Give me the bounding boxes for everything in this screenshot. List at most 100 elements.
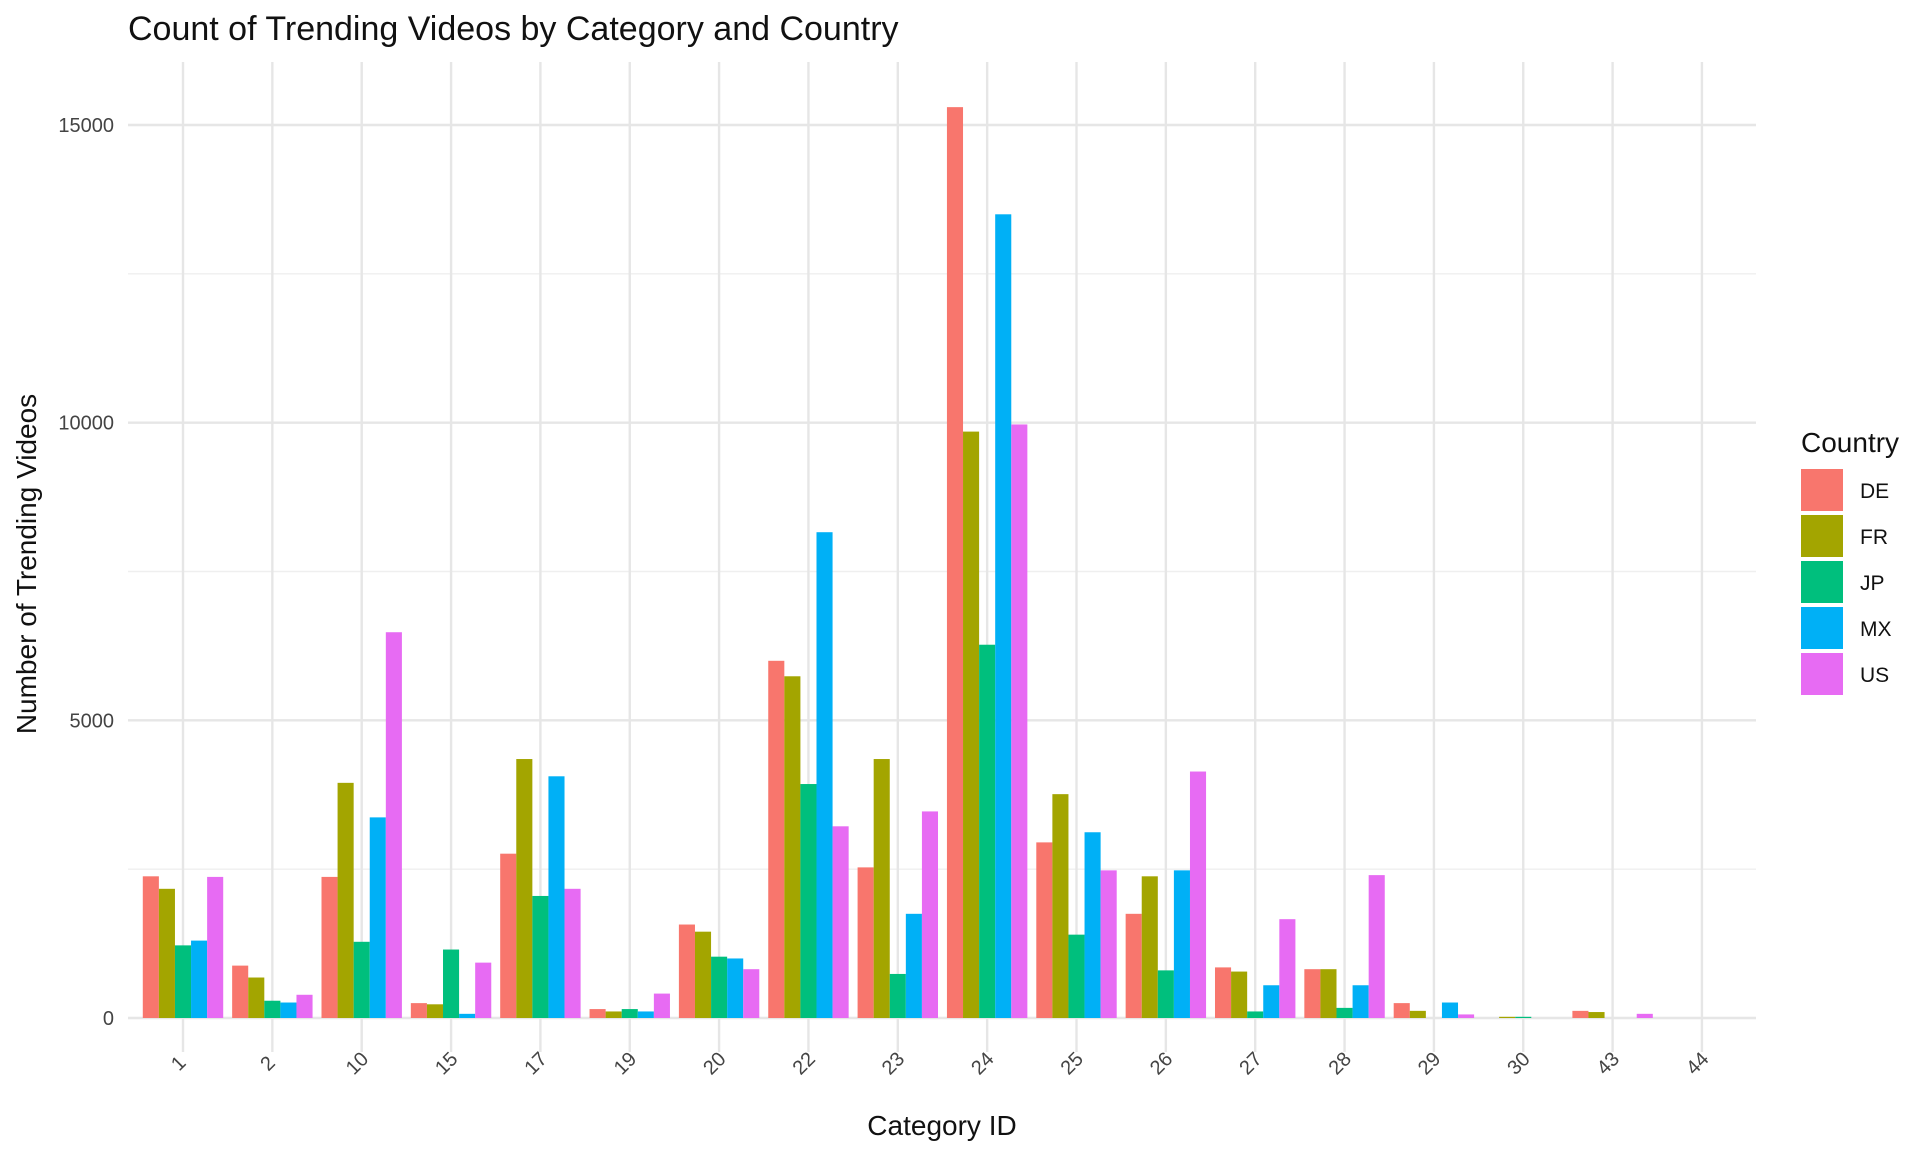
- bar-us-28: [1368, 875, 1385, 1018]
- gridlines: [128, 62, 1756, 1052]
- bar-jp-23: [889, 973, 906, 1018]
- bar-jp-30: [1515, 1016, 1532, 1018]
- legend: Country DE FR JP MX US: [1801, 427, 1899, 695]
- bar-jp-1: [174, 945, 192, 1018]
- legend-label-us: US: [1860, 664, 1889, 687]
- bar-fr-15: [426, 1004, 444, 1018]
- bar-jp-26: [1157, 970, 1174, 1018]
- bar-de-23: [857, 867, 874, 1018]
- bar-mx-1: [191, 940, 208, 1018]
- bar-us-26: [1189, 771, 1207, 1018]
- bar-fr-2: [248, 977, 265, 1018]
- bar-de-1: [142, 876, 159, 1018]
- bar-us-19: [653, 993, 670, 1018]
- bar-de-24: [946, 107, 964, 1018]
- bar-jp-17: [532, 895, 549, 1018]
- bar-mx-20: [727, 958, 744, 1018]
- bar-de-20: [678, 924, 695, 1018]
- bar-fr-19: [605, 1011, 622, 1018]
- y-tick-label: 10000: [58, 413, 114, 435]
- bar-mx-26: [1173, 870, 1190, 1018]
- bar-mx-28: [1352, 985, 1369, 1018]
- bar-fr-1: [158, 888, 175, 1018]
- bar-us-25: [1100, 870, 1117, 1018]
- bar-de-10: [321, 876, 338, 1018]
- bar-mx-2: [280, 1002, 297, 1018]
- bar-jp-15: [443, 949, 460, 1018]
- y-tick-label: 0: [103, 1008, 114, 1030]
- legend-label-de: DE: [1860, 480, 1889, 503]
- bar-de-29: [1393, 1003, 1410, 1018]
- legend-swatch-us: [1801, 653, 1843, 695]
- legend-swatch-jp: [1801, 561, 1843, 603]
- bar-mx-25: [1084, 832, 1101, 1018]
- bar-de-25: [1036, 842, 1053, 1018]
- bar-de-43: [1572, 1010, 1589, 1018]
- bar-us-20: [743, 969, 760, 1018]
- bar-jp-2: [264, 1000, 281, 1018]
- bar-mx-10: [369, 817, 386, 1018]
- legend-swatch-mx: [1801, 607, 1843, 649]
- bar-jp-20: [711, 956, 728, 1018]
- bar-mx-19: [637, 1011, 654, 1018]
- bar-us-24: [1011, 424, 1028, 1019]
- bar-us-15: [475, 962, 492, 1018]
- legend-title: Country: [1801, 427, 1899, 458]
- bar-de-27: [1214, 967, 1232, 1018]
- bar-fr-26: [1141, 876, 1158, 1018]
- y-tick-label: 15000: [58, 115, 114, 137]
- bar-fr-29: [1409, 1010, 1426, 1018]
- bar-fr-30: [1499, 1016, 1516, 1018]
- bar-de-17: [500, 853, 517, 1018]
- bar-de-22: [768, 660, 785, 1018]
- legend-label-fr: FR: [1860, 526, 1888, 549]
- bar-de-2: [232, 965, 249, 1018]
- y-tick-label: 5000: [70, 710, 115, 732]
- bar-fr-17: [516, 759, 533, 1018]
- bar-fr-23: [873, 759, 890, 1018]
- x-axis-title: Category ID: [867, 1110, 1016, 1141]
- legend-swatch-de: [1801, 469, 1843, 511]
- bar-us-43: [1636, 1013, 1653, 1018]
- bar-mx-15: [459, 1013, 476, 1018]
- bar-us-27: [1279, 919, 1296, 1018]
- legend-label-mx: MX: [1860, 618, 1892, 641]
- bar-de-15: [410, 1003, 427, 1018]
- bar-us-10: [385, 632, 402, 1018]
- bar-us-17: [564, 888, 581, 1018]
- bar-jp-28: [1336, 1007, 1353, 1018]
- bar-fr-27: [1231, 971, 1248, 1018]
- bar-jp-24: [979, 644, 996, 1018]
- bar-fr-28: [1320, 969, 1337, 1018]
- bar-de-28: [1304, 969, 1321, 1018]
- y-axis-ticks: 0 5000 10000 15000: [58, 115, 114, 1030]
- bar-fr-22: [784, 676, 801, 1018]
- bar-mx-17: [548, 776, 565, 1018]
- legend-label-jp: JP: [1860, 572, 1885, 595]
- bar-fr-25: [1052, 794, 1069, 1018]
- bar-us-23: [921, 811, 939, 1018]
- bar-fr-20: [694, 931, 712, 1018]
- bars: [142, 107, 1653, 1019]
- bar-mx-22: [816, 532, 833, 1018]
- bar-mx-27: [1263, 985, 1280, 1018]
- bar-us-2: [296, 994, 313, 1018]
- bar-jp-19: [621, 1009, 638, 1018]
- bar-jp-22: [800, 784, 817, 1018]
- chart-title: Count of Trending Videos by Category and…: [128, 10, 899, 48]
- y-axis-title: Number of Trending Videos: [11, 394, 42, 734]
- bar-jp-25: [1068, 934, 1085, 1018]
- legend-swatch-fr: [1801, 515, 1843, 557]
- bar-de-26: [1125, 913, 1142, 1018]
- bar-mx-29: [1441, 1002, 1459, 1018]
- bar-us-1: [207, 876, 224, 1018]
- bar-mx-24: [995, 214, 1012, 1019]
- bar-us-29: [1458, 1014, 1475, 1018]
- bar-fr-10: [337, 782, 354, 1018]
- bar-jp-27: [1247, 1011, 1264, 1018]
- bar-jp-10: [353, 941, 370, 1018]
- bar-mx-23: [905, 913, 922, 1018]
- bar-fr-43: [1588, 1012, 1605, 1018]
- legend-items: DE FR JP MX US: [1801, 469, 1892, 695]
